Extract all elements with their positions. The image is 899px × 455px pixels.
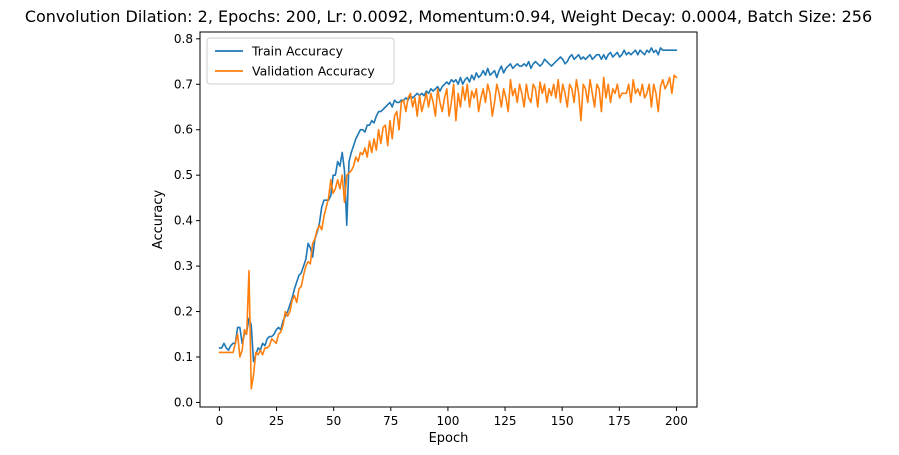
x-tick-label: 75: [383, 414, 398, 428]
legend: Train Accuracy Validation Accuracy: [206, 37, 395, 85]
x-tick-label: 0: [216, 414, 224, 428]
y-tick-label: 0.1: [174, 350, 193, 364]
y-tick-label: 0.2: [174, 305, 193, 319]
x-tick-label: 175: [608, 414, 631, 428]
y-tick-label: 0.4: [174, 214, 193, 228]
plot-lines: [218, 47, 678, 390]
y-axis: 0.0 0.1 0.2 0.3 0.4 0.5 0.6 0.7 0.8: [174, 32, 200, 409]
legend-box: [206, 37, 395, 85]
x-tick-label: 100: [436, 414, 459, 428]
axes-frame: [199, 31, 698, 408]
x-tick-label: 25: [269, 414, 284, 428]
y-tick-label: 0.7: [174, 77, 193, 91]
legend-label: Train Accuracy: [251, 44, 344, 59]
legend-label: Validation Accuracy: [252, 64, 375, 79]
y-tick-label: 0.8: [174, 32, 193, 46]
x-tick-label: 150: [551, 414, 574, 428]
chart-title: Convolution Dilation: 2, Epochs: 200, Lr…: [25, 7, 872, 26]
y-tick-label: 0.6: [174, 123, 193, 137]
series-line-validation: [218, 74, 678, 390]
x-tick-label: 200: [665, 414, 688, 428]
y-tick-label: 0.3: [174, 259, 193, 273]
x-axis-label: Epoch: [429, 431, 469, 446]
y-axis-label: Accuracy: [151, 190, 166, 250]
x-tick-label: 50: [326, 414, 341, 428]
y-tick-label: 0.0: [174, 395, 193, 409]
y-tick-label: 0.5: [174, 168, 193, 182]
x-tick-label: 125: [494, 414, 517, 428]
series-line-train: [218, 47, 678, 363]
x-axis: 0 25 50 75 100 125 150 175 200: [216, 407, 688, 428]
